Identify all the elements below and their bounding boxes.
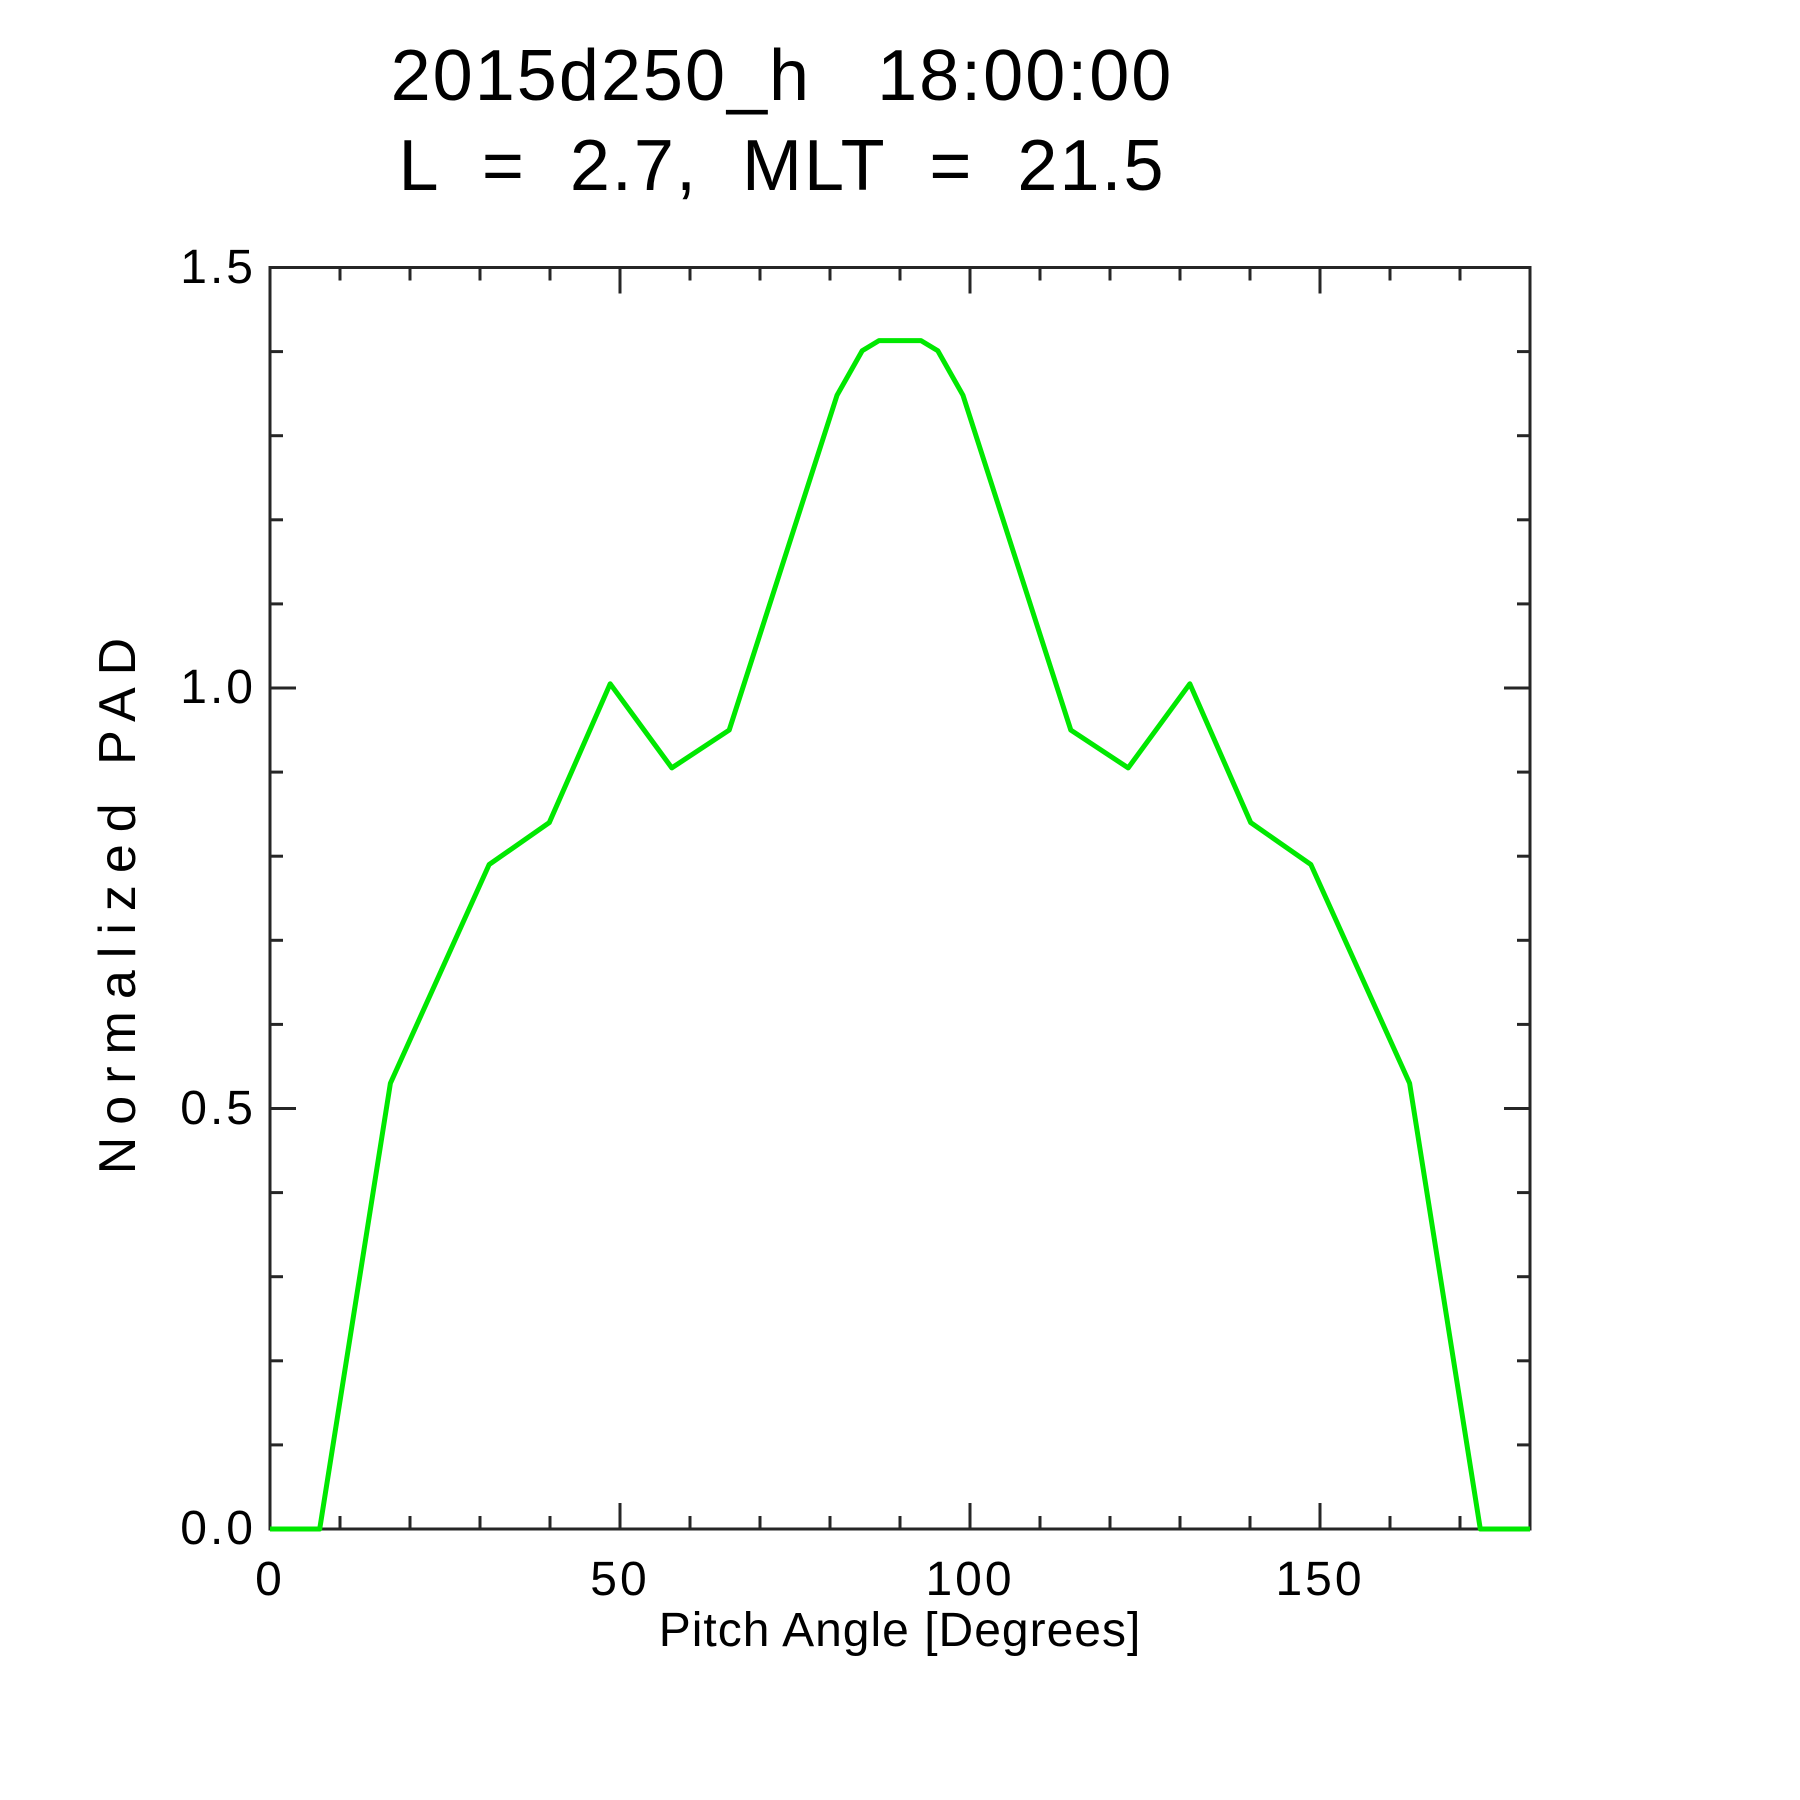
x-tick-label: 150 <box>1275 1553 1365 1606</box>
chart-title: 2015d250_h 18:00:00 <box>390 36 1174 116</box>
y-tick-label: 1.0 <box>180 661 256 714</box>
y-tick-label: 0.5 <box>180 1081 256 1135</box>
x-tick-label: 50 <box>590 1553 650 1606</box>
axis-frame <box>268 266 1532 1531</box>
y-tick-label: 1.5 <box>180 240 256 294</box>
chart-subtitle: L = 2.7, MLT = 21.5 <box>398 126 1166 206</box>
x-axis-title: Pitch Angle [Degrees] <box>658 1604 1142 1657</box>
x-tick-label: 0 <box>255 1553 285 1606</box>
x-tick-label: 100 <box>925 1553 1015 1606</box>
data-line-normalized-pad <box>270 338 1530 1532</box>
y-tick-label: 0.0 <box>180 1502 256 1555</box>
